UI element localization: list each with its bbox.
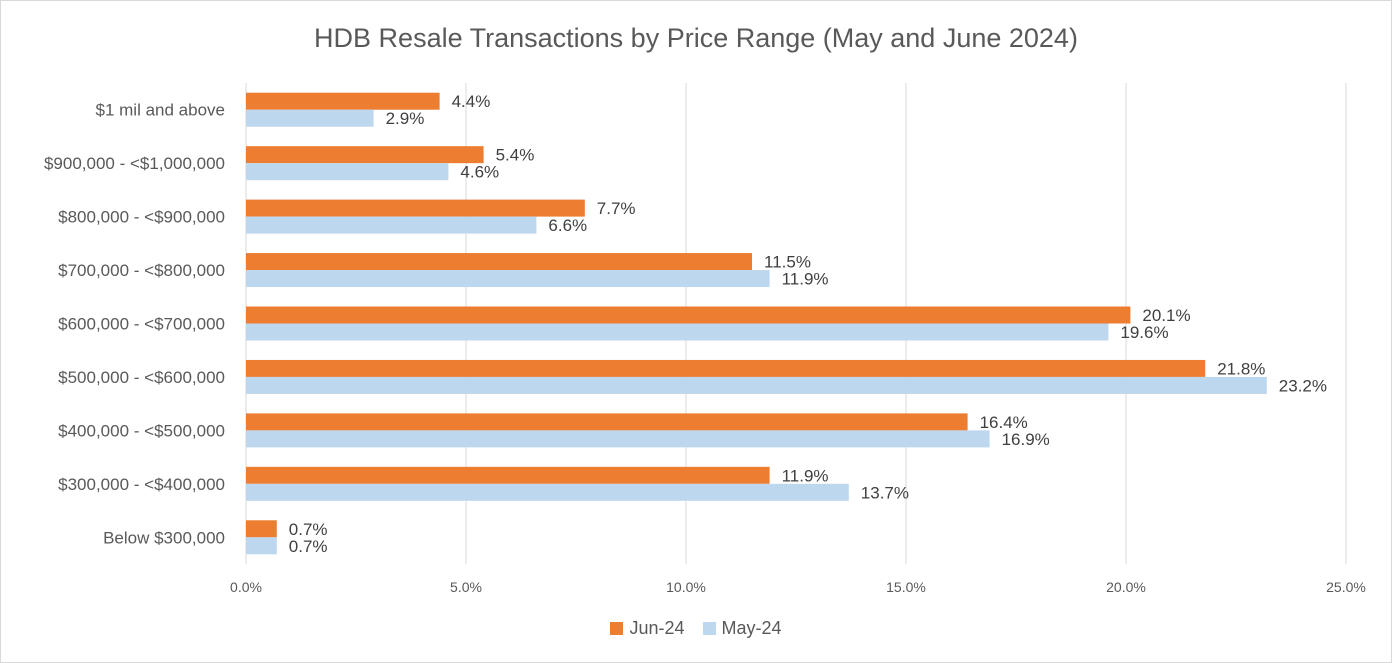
data-label-jun-24-8: 0.7% (289, 520, 328, 539)
category-label-800-000-900-000: $800,000 - <$900,000 (58, 208, 225, 227)
bar-may-24-0 (246, 109, 374, 127)
chart-title: HDB Resale Transactions by Price Range (… (314, 23, 1078, 53)
bar-jun-24-4 (246, 306, 1131, 324)
x-tick-label-25: 25.0% (1326, 579, 1366, 595)
category-label-500-000-600-000: $500,000 - <$600,000 (58, 368, 225, 387)
x-tick-label-0: 0.0% (230, 579, 262, 595)
bar-may-24-8 (246, 537, 277, 555)
data-label-may-24-0: 2.9% (386, 109, 425, 128)
bar-may-24-2 (246, 216, 537, 234)
legend-label-may-24: May-24 (721, 618, 782, 638)
bar-jun-24-2 (246, 199, 585, 217)
bar-may-24-7 (246, 483, 849, 501)
x-tick-label-20: 20.0% (1106, 579, 1146, 595)
bar-may-24-3 (246, 270, 770, 288)
data-label-may-24-1: 4.6% (460, 163, 499, 182)
data-label-jun-24-6: 16.4% (980, 413, 1028, 432)
category-label-1-mil-and-above: $1 mil and above (96, 101, 225, 120)
data-label-jun-24-2: 7.7% (597, 199, 636, 218)
data-label-jun-24-4: 20.1% (1142, 306, 1190, 325)
data-label-jun-24-1: 5.4% (496, 146, 535, 165)
bar-jun-24-6 (246, 413, 968, 431)
legend-item-may-24: May-24 (702, 618, 782, 639)
x-tick-label-10: 10.0% (666, 579, 706, 595)
category-label-below-300-000: Below $300,000 (103, 528, 225, 547)
category-label-600-000-700-000: $600,000 - <$700,000 (58, 315, 225, 334)
legend-swatch-jun-24 (610, 622, 624, 635)
bar-jun-24-5 (246, 359, 1206, 377)
bar-jun-24-8 (246, 520, 277, 538)
data-label-may-24-4: 19.6% (1120, 323, 1168, 342)
category-label-900-000-1-000-000: $900,000 - <$1,000,000 (44, 154, 225, 173)
category-label-700-000-800-000: $700,000 - <$800,000 (58, 261, 225, 280)
bar-jun-24-0 (246, 92, 440, 110)
data-label-may-24-3: 11.9% (782, 270, 829, 289)
data-label-jun-24-0: 4.4% (452, 92, 491, 111)
x-tick-label-15: 15.0% (886, 579, 926, 595)
bar-may-24-5 (246, 376, 1267, 394)
bar-may-24-4 (246, 323, 1109, 341)
legend-swatch-may-24 (702, 622, 716, 635)
data-label-jun-24-5: 21.8% (1217, 359, 1265, 378)
bar-jun-24-1 (246, 146, 484, 164)
data-label-may-24-7: 13.7% (861, 483, 909, 502)
legend-label-jun-24: Jun-24 (629, 618, 685, 638)
x-tick-label-5: 5.0% (450, 579, 482, 595)
data-label-jun-24-3: 11.5% (764, 253, 811, 272)
category-label-300-000-400-000: $300,000 - <$400,000 (58, 475, 225, 494)
data-label-may-24-5: 23.2% (1279, 376, 1327, 395)
bar-may-24-1 (246, 163, 449, 181)
bar-jun-24-3 (246, 253, 752, 271)
data-label-may-24-2: 6.6% (548, 216, 587, 235)
data-label-may-24-6: 16.9% (1002, 430, 1050, 449)
legend-item-jun-24: Jun-24 (610, 618, 685, 639)
data-label-may-24-8: 0.7% (289, 537, 328, 556)
bar-jun-24-7 (246, 466, 770, 484)
chart-legend: Jun-24 May-24 (1, 618, 1391, 639)
data-label-jun-24-7: 11.9% (782, 466, 829, 485)
category-label-400-000-500-000: $400,000 - <$500,000 (58, 421, 225, 440)
bar-may-24-6 (246, 430, 990, 448)
